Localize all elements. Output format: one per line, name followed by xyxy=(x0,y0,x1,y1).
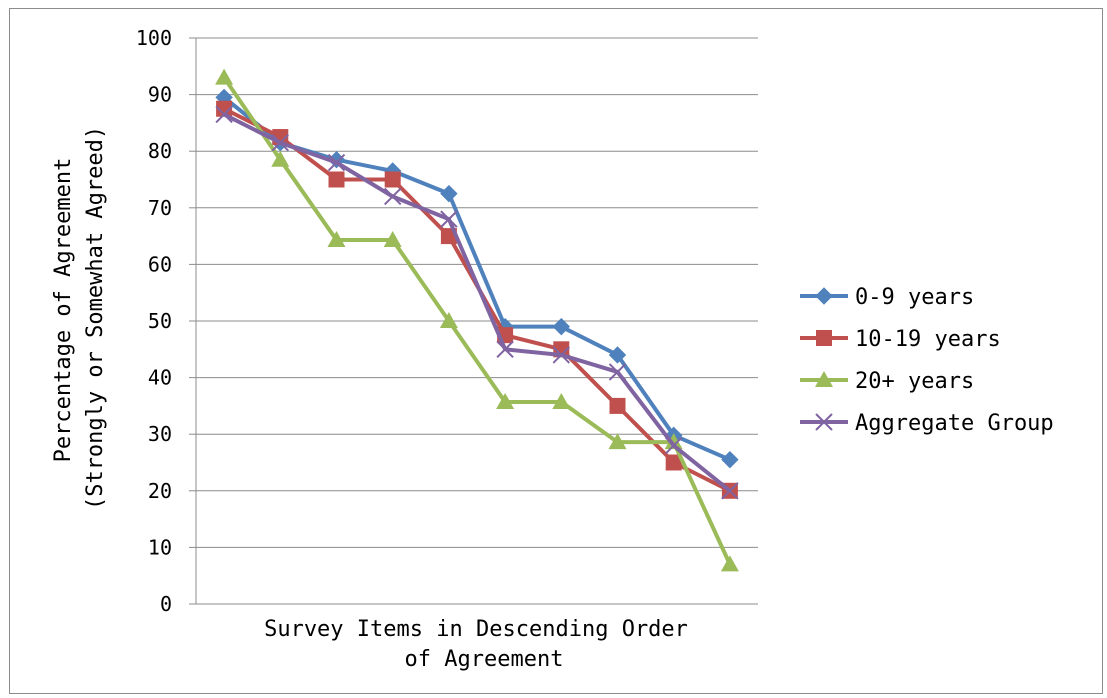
y-tick-label: 0 xyxy=(160,592,172,616)
legend-entry: 10-19 years xyxy=(800,327,1001,352)
series-1 xyxy=(216,100,738,499)
y-tick-label: 80 xyxy=(148,139,172,163)
data-point xyxy=(216,100,233,117)
data-point xyxy=(327,231,346,248)
legend-marker xyxy=(815,371,833,387)
legend-marker xyxy=(815,413,833,431)
y-tick-labels: 0 10 20 30 40 50 60 70 80 90 100 xyxy=(136,26,172,616)
y-axis-label-line-1: Percentage of Agreement xyxy=(51,158,76,463)
legend-entry: Aggregate Group xyxy=(800,411,1054,436)
legend-entry: 0-9 years xyxy=(800,285,974,310)
data-point xyxy=(552,392,571,409)
series-3 xyxy=(215,105,739,500)
data-point xyxy=(608,433,627,450)
legend-label: Aggregate Group xyxy=(855,411,1054,436)
y-tick-label: 40 xyxy=(148,366,172,390)
data-point xyxy=(271,150,290,167)
gridlines xyxy=(189,37,758,605)
legend-label: 20+ years xyxy=(855,369,974,394)
legend-label: 0-9 years xyxy=(855,285,974,310)
legend-marker xyxy=(815,287,833,305)
y-tick-label: 30 xyxy=(148,422,172,446)
data-point xyxy=(439,312,458,328)
data-point xyxy=(496,392,515,409)
x-axis-label-line-2: of Agreement xyxy=(405,647,564,672)
data-point xyxy=(664,436,683,455)
data-point xyxy=(608,346,627,364)
series-2 xyxy=(215,68,739,572)
data-point xyxy=(609,397,626,414)
data-point xyxy=(215,68,234,85)
data-point xyxy=(552,346,571,364)
series-group xyxy=(215,68,739,572)
series-line xyxy=(222,76,732,566)
y-tick-label: 90 xyxy=(148,83,172,107)
y-tick-label: 60 xyxy=(148,252,172,276)
y-axis-label-line-2: (Strongly or Somewhat Agreed) xyxy=(83,126,108,510)
data-point xyxy=(383,187,402,206)
y-tick-label: 10 xyxy=(148,535,172,559)
y-tick-label: 100 xyxy=(136,26,172,50)
series-line xyxy=(223,112,732,493)
data-point xyxy=(608,363,627,381)
data-point xyxy=(384,171,401,188)
data-point xyxy=(328,171,345,188)
legend: 0-9 years 10-19 years 20+ years Aggregate G… xyxy=(800,285,1054,436)
legend-marker xyxy=(816,330,832,346)
data-point xyxy=(271,134,290,152)
data-point xyxy=(665,454,682,471)
data-point xyxy=(440,210,458,228)
data-point xyxy=(721,482,739,500)
legend-entry: 20+ years xyxy=(800,369,974,394)
data-point xyxy=(721,450,739,469)
data-point xyxy=(720,555,739,572)
y-tick-label: 50 xyxy=(148,309,172,333)
series-line xyxy=(223,106,731,493)
x-axis-label-line-1: Survey Items in Descending Order xyxy=(264,617,688,642)
y-tick-label: 20 xyxy=(148,479,172,503)
data-point xyxy=(215,105,233,124)
y-tick-label: 70 xyxy=(148,196,172,220)
data-point xyxy=(383,231,402,248)
legend-label: 10-19 years xyxy=(855,327,1001,352)
data-point xyxy=(496,340,514,359)
data-point xyxy=(552,317,571,336)
data-point xyxy=(327,153,346,172)
data-point xyxy=(664,433,683,450)
data-point xyxy=(440,184,458,203)
